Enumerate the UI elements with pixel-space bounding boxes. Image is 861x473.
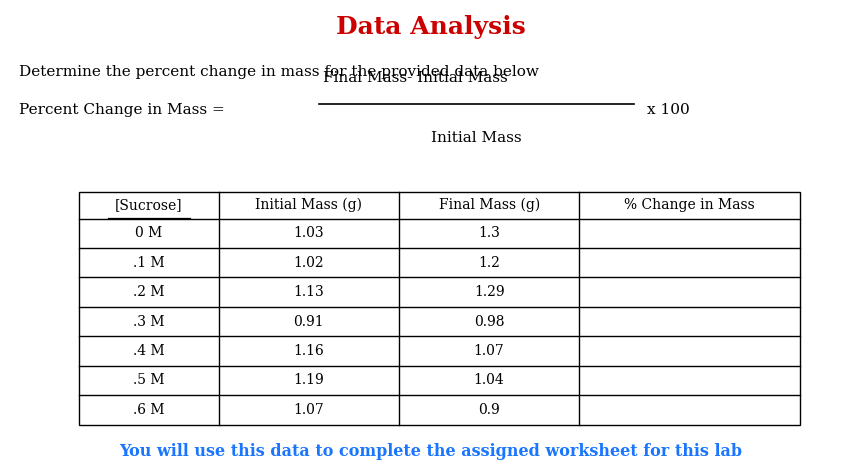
Text: x 100: x 100 xyxy=(647,103,690,116)
Text: 1.3: 1.3 xyxy=(478,226,500,240)
Text: 1.29: 1.29 xyxy=(474,285,505,299)
Text: Initial Mass: Initial Mass xyxy=(431,131,522,145)
Text: 0.98: 0.98 xyxy=(474,315,505,329)
Text: Initial Mass (g): Initial Mass (g) xyxy=(256,198,362,212)
Text: [Sucrose]: [Sucrose] xyxy=(115,198,183,212)
Bar xyxy=(78,192,800,425)
Text: 0.9: 0.9 xyxy=(478,403,500,417)
Text: Determine the percent change in mass for the provided data below: Determine the percent change in mass for… xyxy=(19,65,538,79)
Text: .2 M: .2 M xyxy=(133,285,164,299)
Text: 1.16: 1.16 xyxy=(294,344,325,358)
Text: 1.02: 1.02 xyxy=(294,256,325,270)
Text: .6 M: .6 M xyxy=(133,403,164,417)
Text: .4 M: .4 M xyxy=(133,344,164,358)
Text: Final Mass- Initial Mass: Final Mass- Initial Mass xyxy=(323,71,508,85)
Text: 1.13: 1.13 xyxy=(294,285,325,299)
Text: .5 M: .5 M xyxy=(133,374,164,387)
Text: You will use this data to complete the assigned worksheet for this lab: You will use this data to complete the a… xyxy=(119,443,742,460)
Text: 0 M: 0 M xyxy=(135,226,163,240)
Text: Data Analysis: Data Analysis xyxy=(336,16,525,40)
Text: .1 M: .1 M xyxy=(133,256,164,270)
Text: Final Mass (g): Final Mass (g) xyxy=(438,198,540,212)
Text: 1.07: 1.07 xyxy=(294,403,325,417)
Text: 1.03: 1.03 xyxy=(294,226,325,240)
Text: 1.04: 1.04 xyxy=(474,374,505,387)
Text: 0.91: 0.91 xyxy=(294,315,325,329)
Text: Percent Change in Mass =: Percent Change in Mass = xyxy=(19,103,229,116)
Text: % Change in Mass: % Change in Mass xyxy=(624,198,755,212)
Text: .3 M: .3 M xyxy=(133,315,164,329)
Text: 1.19: 1.19 xyxy=(294,374,325,387)
Text: 1.07: 1.07 xyxy=(474,344,505,358)
Text: 1.2: 1.2 xyxy=(478,256,500,270)
